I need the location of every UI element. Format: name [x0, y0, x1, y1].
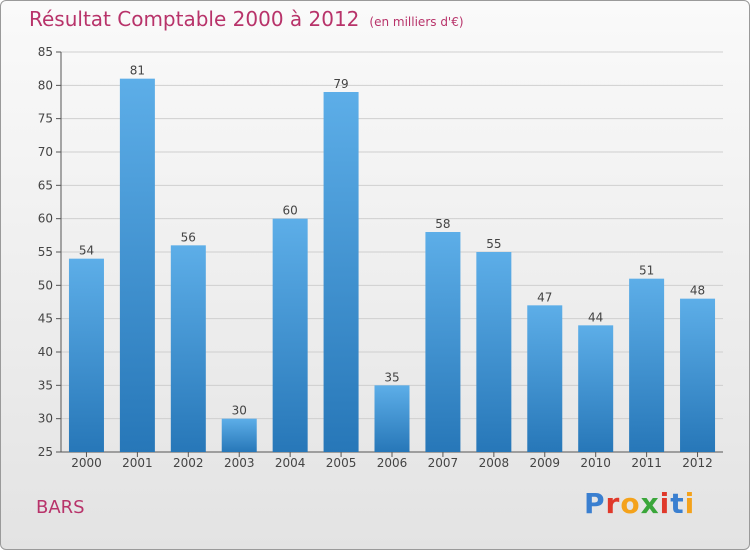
- bar-value-label: 44: [588, 310, 603, 324]
- x-tick-label: 2010: [580, 456, 611, 470]
- proxiti-logo: Proxiti: [584, 487, 696, 520]
- bar: [527, 305, 563, 452]
- bar-value-label: 79: [333, 77, 348, 91]
- y-tick-label: 70: [38, 145, 53, 159]
- x-tick-label: 2002: [173, 456, 204, 470]
- x-tick-label: 2008: [479, 456, 510, 470]
- bar-value-label: 55: [486, 237, 501, 251]
- chart-subtitle: (en milliers d'€): [369, 15, 464, 29]
- bar: [629, 278, 665, 452]
- y-tick-label: 30: [38, 412, 53, 426]
- chart-title-text: Résultat Comptable 2000 à 2012: [29, 7, 360, 31]
- bar: [119, 78, 155, 453]
- bar: [170, 245, 206, 452]
- bar: [323, 92, 359, 452]
- y-tick-label: 35: [38, 378, 53, 392]
- y-tick-label: 25: [38, 445, 53, 459]
- bar: [425, 232, 461, 452]
- bar: [221, 418, 257, 452]
- bar: [374, 385, 410, 452]
- bar: [476, 252, 512, 452]
- bar-value-label: 60: [283, 204, 298, 218]
- bar-value-label: 30: [232, 404, 247, 418]
- chart-title: Résultat Comptable 2000 à 2012 (en millie…: [29, 7, 464, 31]
- bar-value-label: 56: [181, 230, 196, 244]
- y-tick-label: 55: [38, 245, 53, 259]
- bar-value-label: 35: [384, 370, 399, 384]
- y-tick-label: 40: [38, 345, 53, 359]
- x-tick-label: 2000: [71, 456, 102, 470]
- y-tick-label: 75: [38, 112, 53, 126]
- bar-value-label: 81: [130, 64, 145, 78]
- bar: [680, 298, 716, 452]
- bar-value-label: 48: [690, 284, 705, 298]
- x-tick-label: 2003: [224, 456, 255, 470]
- x-tick-label: 2001: [122, 456, 153, 470]
- x-tick-label: 2006: [377, 456, 408, 470]
- bar: [68, 258, 104, 452]
- x-tick-label: 2005: [326, 456, 357, 470]
- bar-value-label: 58: [435, 217, 450, 231]
- x-tick-label: 2007: [428, 456, 459, 470]
- bar-value-label: 51: [639, 264, 654, 278]
- y-tick-label: 65: [38, 178, 53, 192]
- y-tick-label: 50: [38, 278, 53, 292]
- x-tick-label: 2012: [682, 456, 713, 470]
- bar: [578, 325, 614, 452]
- y-tick-label: 60: [38, 212, 53, 226]
- bar-value-label: 54: [79, 244, 94, 258]
- x-tick-label: 2011: [631, 456, 662, 470]
- commune-name: BARS: [36, 497, 85, 518]
- y-tick-label: 85: [38, 45, 53, 59]
- bar: [272, 218, 308, 452]
- x-tick-label: 2009: [529, 456, 560, 470]
- bar-value-label: 47: [537, 290, 552, 304]
- y-tick-label: 45: [38, 312, 53, 326]
- y-tick-label: 80: [38, 78, 53, 92]
- x-tick-label: 2004: [275, 456, 306, 470]
